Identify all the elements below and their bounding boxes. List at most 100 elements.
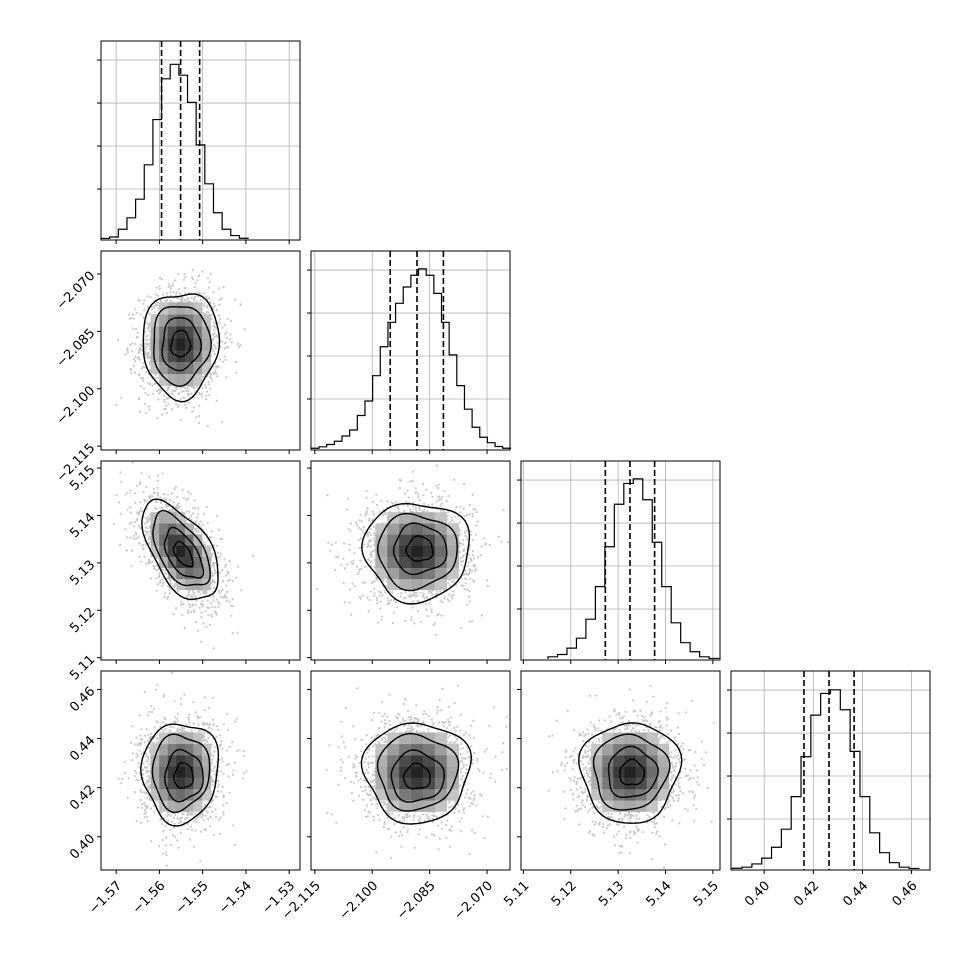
density-cell <box>387 755 400 767</box>
density-cell <box>434 556 447 568</box>
density-cell <box>202 314 211 327</box>
density-cell <box>167 349 177 363</box>
x-tick-label: −1.55 <box>173 878 212 917</box>
y-tick-label: 5.14 <box>67 510 98 541</box>
x-tick-label: 5.15 <box>691 878 722 909</box>
density-cell <box>176 777 186 790</box>
density-cell <box>422 523 436 535</box>
density-cell <box>193 732 203 745</box>
density-cell <box>422 512 436 524</box>
contour-line <box>152 509 211 587</box>
density-cell <box>159 777 169 790</box>
density-cell <box>602 755 614 767</box>
y-tick-label: −2.100 <box>54 383 99 428</box>
x-tick-label: 5.13 <box>596 878 627 909</box>
density-cell <box>150 512 160 524</box>
density-cell <box>646 788 658 801</box>
density-cell <box>613 732 625 745</box>
density-cell <box>399 512 412 524</box>
density-cell <box>167 373 177 386</box>
density-cell <box>176 349 186 363</box>
density-cell <box>167 755 177 767</box>
density-cell <box>591 777 603 790</box>
histogram-panel <box>727 670 931 871</box>
density-cell <box>150 361 160 374</box>
density-cell <box>602 732 614 745</box>
density-cell <box>176 361 186 374</box>
density-cell <box>434 567 447 580</box>
density-cell <box>193 302 203 315</box>
density-cell <box>434 534 447 546</box>
density-cell <box>591 755 603 767</box>
density-cell <box>434 755 447 767</box>
density-cell <box>193 788 203 801</box>
density-cell <box>591 788 603 801</box>
density-cell <box>159 534 169 546</box>
density-cell <box>202 349 211 363</box>
density-cell <box>159 326 169 339</box>
contour-line <box>405 535 434 562</box>
density-cell <box>159 349 169 363</box>
density-cell <box>434 512 447 524</box>
density-cell <box>202 338 211 351</box>
density-cell <box>167 788 177 801</box>
density-cell <box>411 800 424 812</box>
density-cell <box>613 800 625 812</box>
density-cell <box>434 732 447 745</box>
density-cell <box>399 556 412 568</box>
density-cell <box>411 788 424 801</box>
density-cell <box>446 523 459 535</box>
x-tick-label: 5.14 <box>643 878 674 909</box>
density-cell <box>150 788 160 801</box>
panel-frame <box>520 460 721 661</box>
density-cell <box>434 800 447 812</box>
density-cell <box>399 743 412 756</box>
density-cell <box>446 777 459 790</box>
density-cell <box>446 545 459 557</box>
density-cell <box>387 732 400 745</box>
density-cell <box>624 788 636 801</box>
density-cell <box>411 512 424 524</box>
contour-line <box>360 722 473 825</box>
contour-line <box>164 748 204 803</box>
density-cell <box>184 743 194 756</box>
density-cell <box>399 545 412 557</box>
density-cell <box>184 578 194 591</box>
contour-line <box>361 502 471 605</box>
density-cell <box>422 755 436 767</box>
density-cell <box>422 743 436 756</box>
contour-line <box>153 305 212 387</box>
scatter-panel <box>307 460 511 664</box>
density-cell <box>399 788 412 801</box>
density-cell <box>375 777 388 790</box>
density-cell <box>193 326 203 339</box>
panel-background <box>101 41 300 240</box>
density-cell <box>202 361 211 374</box>
density-cell <box>434 545 447 557</box>
density-cell <box>387 523 400 535</box>
density-cell <box>613 777 625 790</box>
density-cell <box>375 567 388 580</box>
density-cell <box>167 556 177 568</box>
density-cell <box>184 302 194 315</box>
density-cell <box>184 373 194 386</box>
density-cell <box>202 788 211 801</box>
y-tick-label: 0.46 <box>67 684 98 715</box>
density-cell <box>167 314 177 327</box>
contour-line <box>402 762 431 790</box>
panel-frame <box>100 670 301 871</box>
panel-frame <box>100 40 301 241</box>
density-cell <box>193 567 203 580</box>
x-tick-label: 0.46 <box>890 878 921 909</box>
density-cell <box>446 788 459 801</box>
density-cell <box>159 361 169 374</box>
density-cell <box>399 800 412 812</box>
density-cell <box>399 567 412 580</box>
density-cell <box>387 766 400 778</box>
density-cell <box>411 578 424 591</box>
y-tick-label: 0.42 <box>67 782 98 813</box>
scatter-panel <box>97 250 301 454</box>
x-tick-label: −1.56 <box>130 878 169 917</box>
histogram-step-line <box>731 689 920 870</box>
